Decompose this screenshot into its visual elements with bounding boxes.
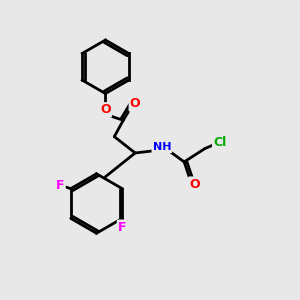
- Text: NH: NH: [153, 142, 171, 152]
- Text: O: O: [189, 178, 200, 191]
- Text: Cl: Cl: [213, 136, 226, 149]
- Text: F: F: [118, 221, 127, 234]
- Text: F: F: [56, 179, 64, 192]
- Text: O: O: [130, 98, 140, 110]
- Text: O: O: [100, 103, 111, 116]
